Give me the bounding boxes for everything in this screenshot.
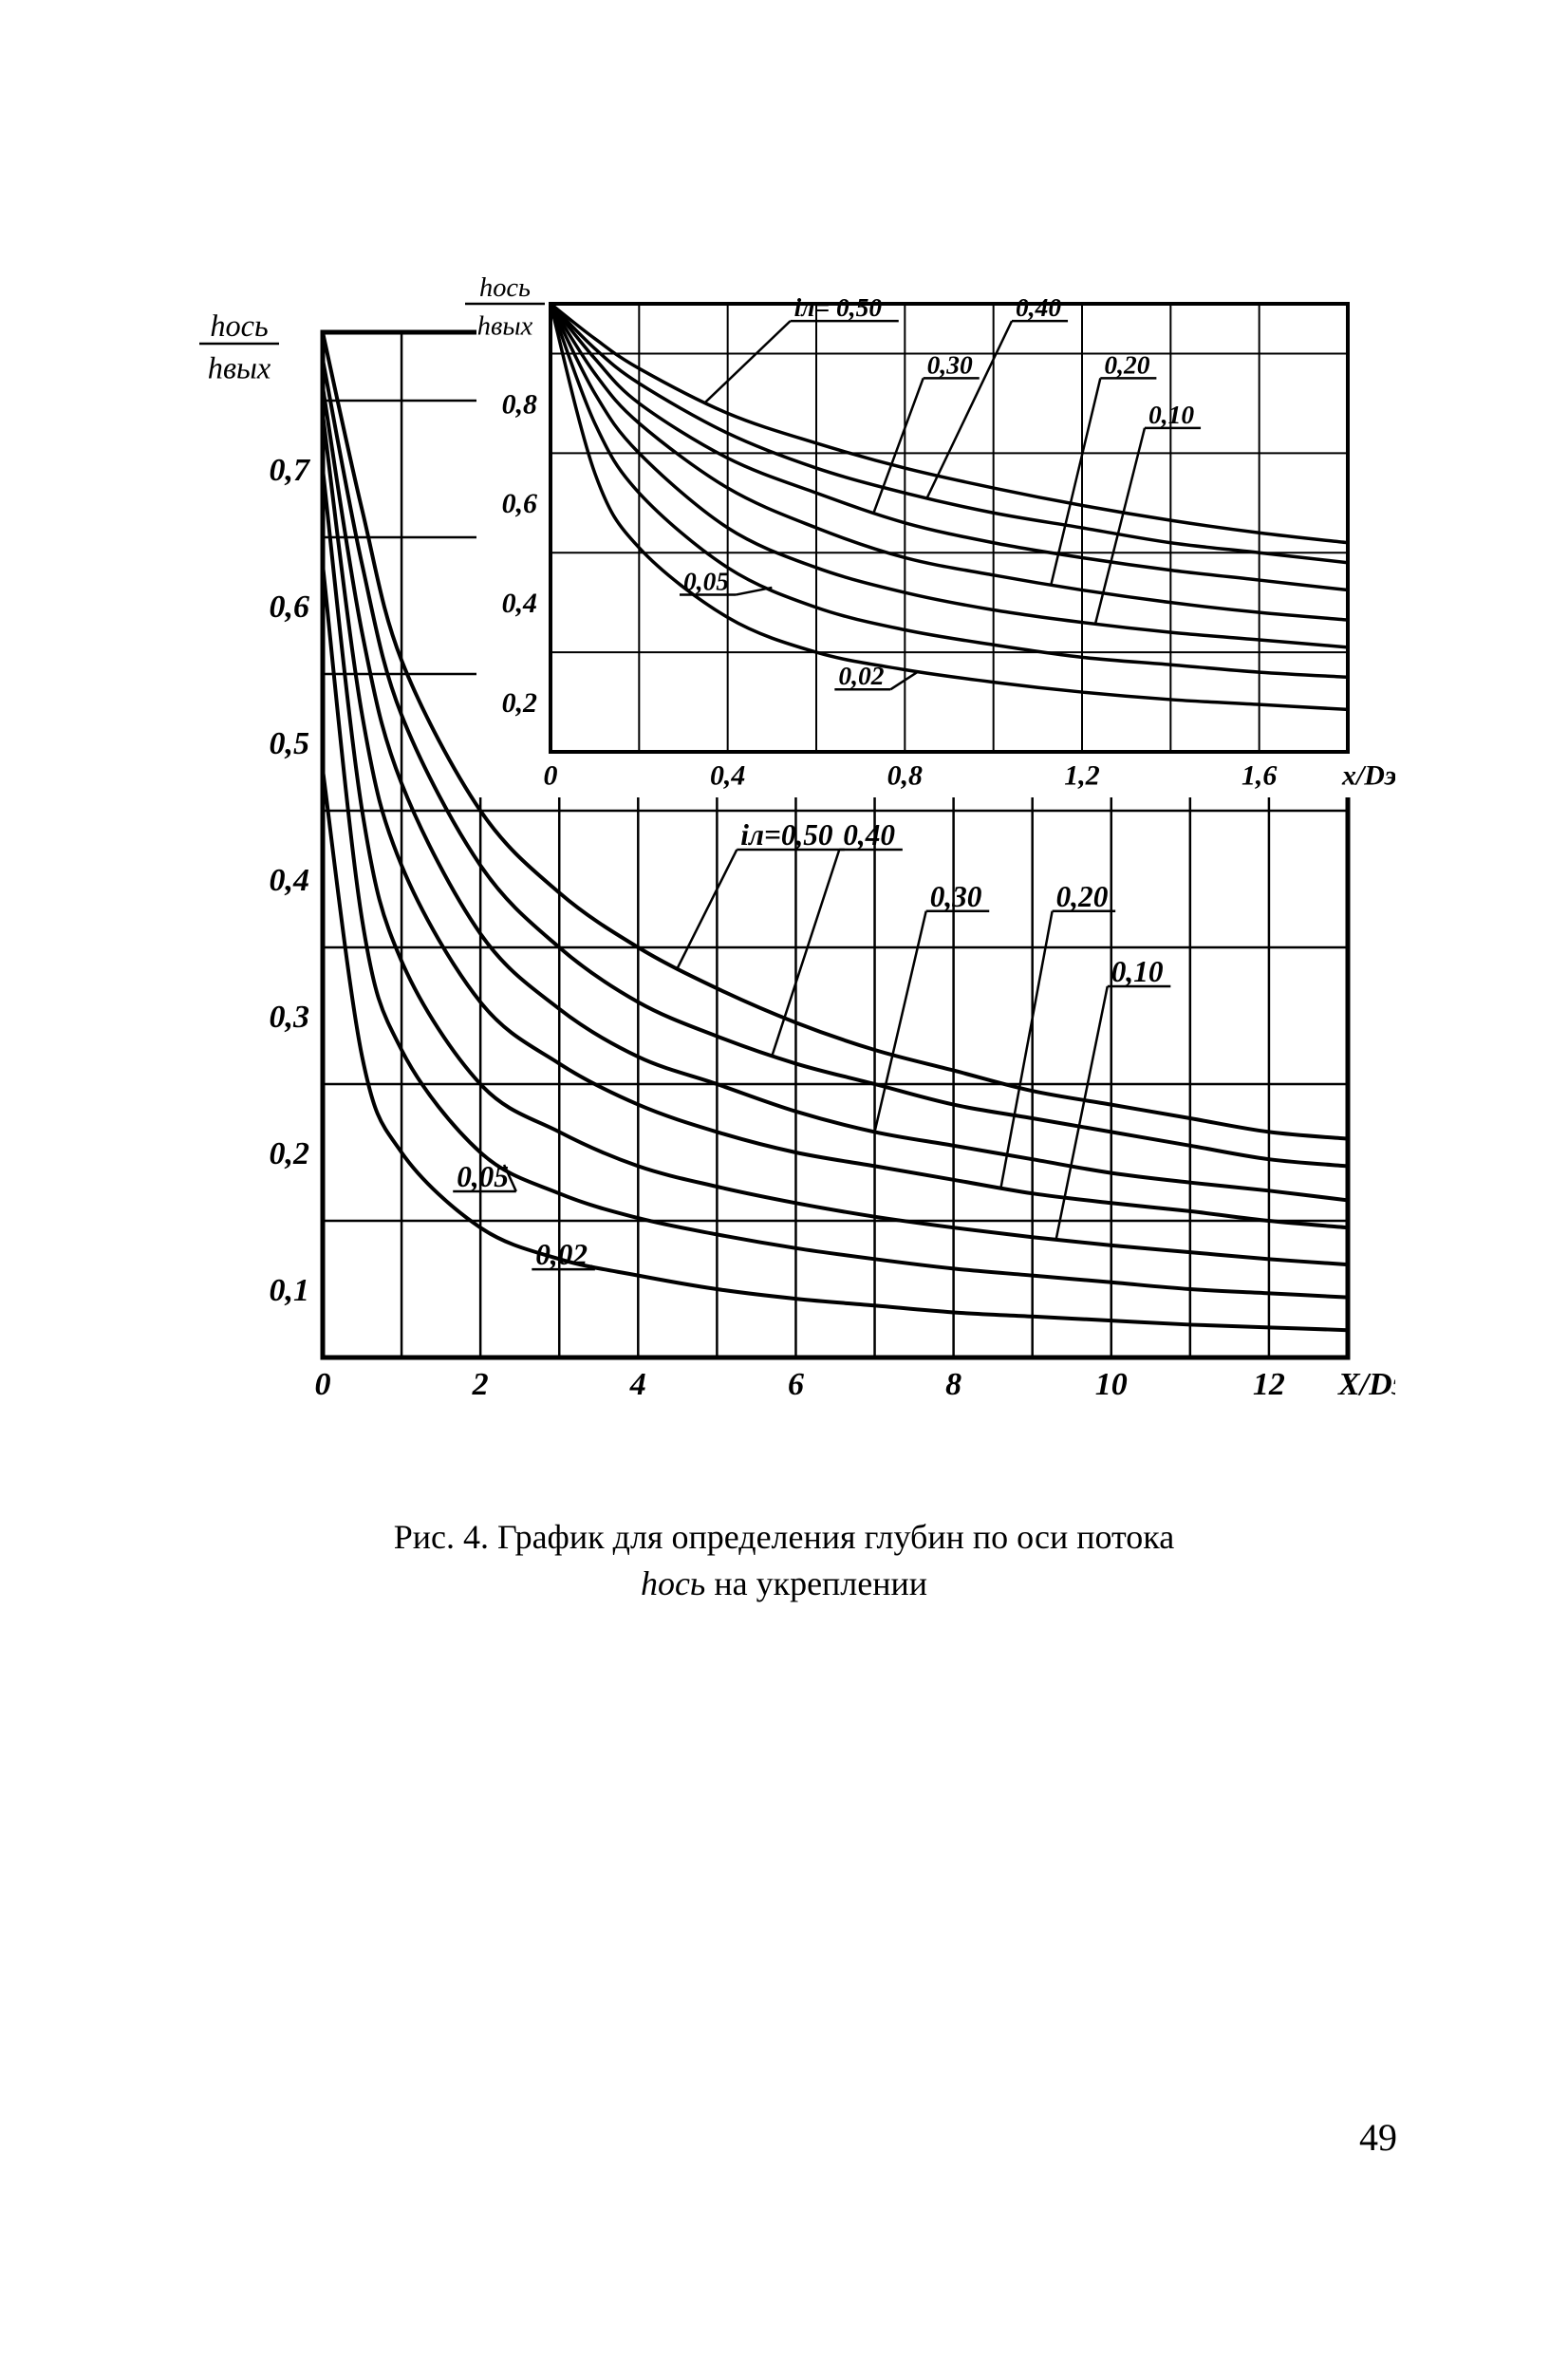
svg-text:0,3: 0,3 — [270, 1000, 310, 1035]
svg-text:0,4: 0,4 — [710, 759, 745, 791]
svg-text:0,5: 0,5 — [270, 726, 310, 761]
svg-text:6: 6 — [788, 1367, 804, 1402]
svg-text:0: 0 — [544, 759, 558, 791]
svg-text:0,6: 0,6 — [502, 488, 537, 519]
svg-text:1,6: 1,6 — [1241, 759, 1277, 791]
svg-text:0,05: 0,05 — [457, 1160, 509, 1193]
chart-svg: 0 2 4 6 8 10 12 X/Dэ 0,1 0,2 0,3 0,4 0,5 0,6 0,7 hось hв… — [180, 275, 1395, 1443]
svg-text:0,8: 0,8 — [502, 388, 537, 420]
figure-container: 0 2 4 6 8 10 12 X/Dэ 0,1 0,2 0,3 0,4 0,5 0,6 0,7 hось hв… — [180, 275, 1395, 1443]
svg-text:0,10: 0,10 — [1148, 400, 1194, 429]
svg-text:0,1: 0,1 — [270, 1273, 310, 1308]
svg-text:X/Dэ: X/Dэ — [1337, 1367, 1395, 1402]
svg-text:4: 4 — [629, 1367, 646, 1402]
svg-text:0,7: 0,7 — [270, 453, 312, 488]
caption-symbol: hось — [641, 1564, 705, 1602]
svg-text:x/Dэ: x/Dэ — [1341, 759, 1395, 791]
svg-text:0,20: 0,20 — [1104, 349, 1149, 379]
svg-text:0,8: 0,8 — [887, 759, 923, 791]
svg-text:0,4: 0,4 — [270, 863, 310, 898]
svg-text:iл= 0,50: iл= 0,50 — [794, 292, 883, 322]
svg-text:iл=0,50: iл=0,50 — [740, 818, 833, 852]
caption-line1: График для определения глубин по оси пот… — [489, 1518, 1174, 1556]
svg-text:0,6: 0,6 — [270, 590, 310, 625]
svg-text:0,2: 0,2 — [502, 687, 537, 719]
figure-caption: Рис. 4. График для определения глубин по… — [0, 1514, 1568, 1606]
svg-text:0,30: 0,30 — [927, 349, 973, 379]
svg-text:hось: hось — [479, 275, 531, 303]
svg-text:0,20: 0,20 — [1056, 880, 1109, 913]
caption-line2: на укреплении — [705, 1564, 927, 1602]
svg-text:0,10: 0,10 — [1111, 955, 1164, 988]
page-number: 49 — [1359, 2115, 1397, 2160]
svg-text:0,2: 0,2 — [270, 1136, 310, 1171]
svg-text:hвых: hвых — [477, 311, 533, 341]
svg-text:0,02: 0,02 — [838, 661, 884, 690]
page: 0 2 4 6 8 10 12 X/Dэ 0,1 0,2 0,3 0,4 0,5 0,6 0,7 hось hв… — [0, 0, 1568, 2359]
svg-text:0: 0 — [315, 1367, 331, 1402]
svg-text:12: 12 — [1253, 1367, 1285, 1402]
svg-text:0,05: 0,05 — [683, 567, 729, 596]
svg-text:hвых: hвых — [208, 350, 271, 384]
svg-text:1,2: 1,2 — [1064, 759, 1099, 791]
svg-text:0,40: 0,40 — [1016, 292, 1061, 322]
svg-text:0,02: 0,02 — [535, 1238, 588, 1271]
svg-text:0,30: 0,30 — [930, 880, 982, 913]
caption-prefix: Рис. 4. — [394, 1518, 489, 1556]
svg-text:2: 2 — [472, 1367, 489, 1402]
svg-text:8: 8 — [945, 1367, 961, 1402]
svg-text:hось: hось — [210, 309, 268, 343]
svg-text:0,40: 0,40 — [843, 818, 895, 852]
svg-text:0,4: 0,4 — [502, 588, 537, 619]
svg-text:10: 10 — [1095, 1367, 1128, 1402]
